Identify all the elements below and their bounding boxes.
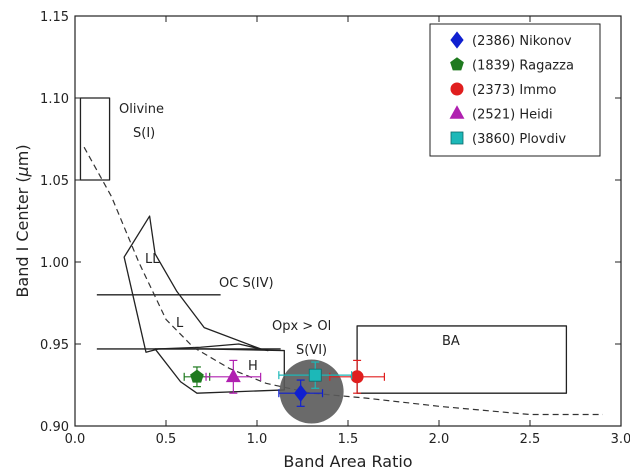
legend-label-1839-ragazza: (1839) Ragazza <box>472 59 574 74</box>
point-group-3860-plovdiv <box>278 361 353 389</box>
x-tick-label: 0.5 <box>156 432 177 447</box>
x-tick-label: 1.0 <box>247 432 268 447</box>
y-tick-label: 0.95 <box>40 338 69 353</box>
x-tick-label: 3.0 <box>611 432 630 447</box>
annotation-svi: S(VI) <box>296 343 327 358</box>
data-point-2373-immo <box>350 370 364 384</box>
dashed-curve-layer <box>83 146 603 416</box>
annotation-h: H <box>248 359 258 374</box>
data-point-3860-plovdiv <box>308 368 322 382</box>
y-tick-label: 1.00 <box>40 256 69 271</box>
region-h <box>154 348 285 394</box>
legend-label-2521-heidi: (2521) Heidi <box>472 108 553 123</box>
data-point-2386-nikonov <box>294 384 308 402</box>
legend-marker-1839-ragazza <box>450 57 464 71</box>
points-layer <box>183 359 385 407</box>
annotation-ba: BA <box>442 334 460 349</box>
annotation-olivine: Olivine <box>119 102 164 117</box>
y-axis-label-main: Band I Center ( <box>13 176 32 297</box>
y-tick-label: 1.05 <box>40 174 69 189</box>
legend-marker-3860-plovdiv <box>450 131 464 145</box>
y-tick-label: 1.10 <box>40 92 69 107</box>
point-group-2386-nikonov <box>278 379 324 407</box>
legend-marker-2386-nikonov <box>450 31 464 49</box>
y-axis-label: Band I Center (μm) <box>13 144 32 297</box>
ticks-layer: 0.0 0.5 1.0 1.5 2.0 2.5 3.0 0.90 0.95 1.00 1.05 1.1… <box>40 10 630 447</box>
annotation-l: L <box>176 316 184 331</box>
data-point-1839-ragazza <box>190 369 204 383</box>
dashed-trend-curve <box>83 146 603 416</box>
annotation-oc: OC S(IV) <box>219 276 274 291</box>
x-axis-label: Band Area Ratio <box>283 452 412 471</box>
y-tick-label: 0.90 <box>40 420 69 435</box>
point-group-2521-heidi <box>205 359 262 394</box>
legend: (2386) Nikonov (1839) Ragazza (2373) Immo (… <box>429 23 601 157</box>
y-tick-label: 1.15 <box>40 10 69 25</box>
x-tick-label: 2.0 <box>429 432 450 447</box>
region-olivine <box>79 97 111 181</box>
x-tick-label: 0.0 <box>65 432 86 447</box>
legend-marker-2373-immo <box>450 82 464 96</box>
data-point-2521-heidi <box>225 368 241 383</box>
x-tick-label: 1.5 <box>338 432 359 447</box>
legend-marker-2521-heidi <box>449 105 465 119</box>
legend-label-3860-plovdiv: (3860) Plovdiv <box>472 132 566 147</box>
point-group-2373-immo <box>329 359 385 394</box>
x-tick-label: 2.5 <box>520 432 541 447</box>
annotation-ll: LL <box>145 252 160 267</box>
legend-label-2386-nikonov: (2386) Nikonov <box>472 34 572 49</box>
annotation-olivine-sub: S(I) <box>133 126 155 141</box>
legend-label-2373-immo: (2373) Immo <box>472 83 557 98</box>
region-ba <box>356 325 568 394</box>
y-axis-label-mu: μ <box>13 166 32 177</box>
point-group-1839-ragazza <box>183 366 211 388</box>
y-axis-label-unit: m) <box>13 144 32 166</box>
annotation-opx: Opx > Ol <box>272 319 331 334</box>
line-layer <box>96 294 281 350</box>
